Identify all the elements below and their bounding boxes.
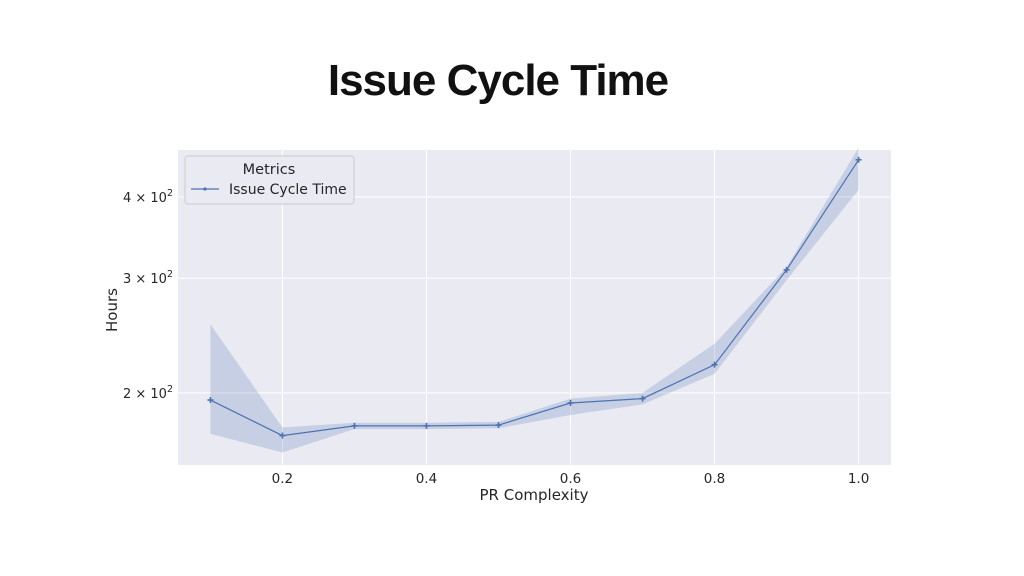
data-point-marker <box>567 399 574 406</box>
y-tick-label: 4 × 102 <box>123 188 173 206</box>
x-tick-label: 0.6 <box>560 471 581 487</box>
data-point-marker <box>207 397 214 404</box>
legend-title: Metrics <box>243 162 296 178</box>
x-tick-label-layer: 0.2 0.4 0.6 0.8 1.0 <box>272 471 870 487</box>
x-tick-label: 1.0 <box>848 471 869 487</box>
legend-entry-label: Issue Cycle Time <box>229 182 347 198</box>
data-point-marker <box>639 395 646 402</box>
marker-layer <box>207 156 862 439</box>
x-tick-label: 0.4 <box>416 471 437 487</box>
slide-title: Issue Cycle Time <box>327 56 669 105</box>
y-tick-label: 2 × 102 <box>123 384 173 402</box>
x-tick-label: 0.2 <box>272 471 293 487</box>
legend: Metrics Issue Cycle Time <box>184 155 355 205</box>
series-line-layer <box>210 159 860 437</box>
y-tick-label-layer: 2 × 102 3 × 102 4 × 102 <box>123 188 173 402</box>
y-tick-label: 3 × 102 <box>123 269 173 287</box>
confidence-band-layer <box>210 147 859 453</box>
data-point-marker <box>711 361 718 368</box>
data-point-marker <box>495 422 502 429</box>
data-point-marker <box>423 422 430 429</box>
confidence-band <box>210 147 859 453</box>
data-point-marker <box>855 156 862 163</box>
data-point-marker <box>351 422 358 429</box>
data-point-marker <box>783 266 790 273</box>
y-axis-label: Hours <box>103 288 121 332</box>
series-line <box>210 159 860 437</box>
x-tick-label: 0.8 <box>704 471 725 487</box>
legend-box <box>184 155 355 205</box>
x-axis-label: PR Complexity <box>480 486 589 504</box>
legend-marker-swatch <box>203 187 207 191</box>
data-point-marker <box>279 432 286 439</box>
